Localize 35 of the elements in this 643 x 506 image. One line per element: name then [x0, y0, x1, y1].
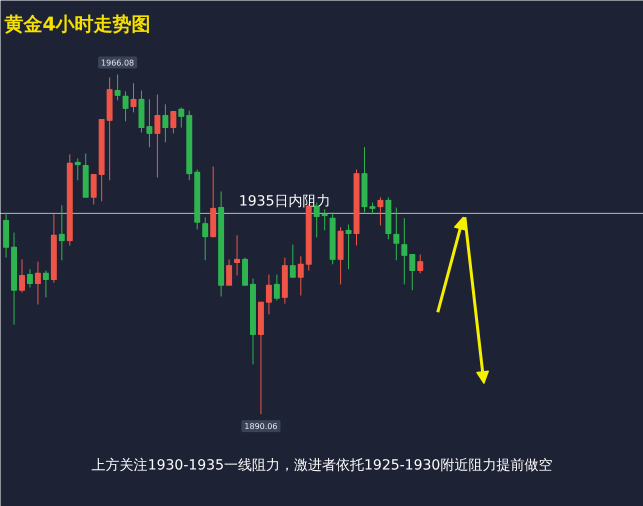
candlestick: [122, 90, 129, 122]
candlestick: [27, 268, 33, 288]
candlestick: [226, 258, 232, 286]
candlestick: [266, 274, 272, 315]
candlestick: [74, 158, 81, 181]
candlestick: [274, 274, 280, 301]
annotation: 1966.08: [101, 58, 134, 68]
candlestick: [90, 174, 97, 205]
candlestick: [42, 270, 49, 298]
candlestick: [202, 216, 208, 261]
candlestick: [298, 256, 304, 296]
candlestick: [130, 82, 136, 113]
candlestick: [417, 254, 424, 274]
candlestick: [162, 104, 168, 143]
chart-title: 黄金4小时走势图: [4, 14, 151, 36]
candlestick: [369, 202, 376, 215]
candlestick: [234, 234, 240, 276]
candlestick: [346, 224, 352, 270]
candlestick: [58, 204, 65, 261]
annotation: 1890.06: [244, 422, 278, 432]
text: 上方关注1930-1935一线阻力，激进者依托1925-1930附近阻力提前做空: [92, 458, 552, 474]
candlestick: [170, 110, 176, 134]
candlestick: [146, 98, 152, 148]
candlestick: [178, 106, 184, 128]
ref-line-label: 1935日内阻力: [238, 193, 331, 210]
candlestick: [393, 207, 400, 261]
candlestick: [290, 244, 296, 278]
candlestick: [34, 261, 41, 305]
candlestick: [114, 74, 121, 101]
candlestick: [154, 94, 160, 178]
candlestick: [401, 218, 408, 285]
candlestick: [19, 258, 25, 293]
candlestick: [377, 196, 384, 226]
candlestick: [322, 208, 328, 231]
candlestick: [409, 254, 416, 291]
